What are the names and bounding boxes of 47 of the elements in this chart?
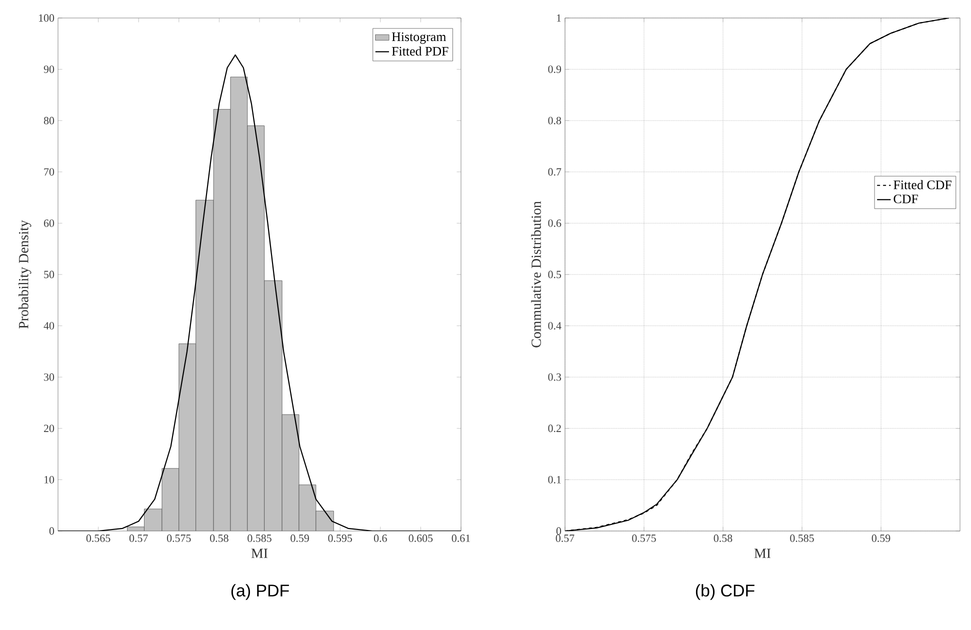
y-tick-label: 20 <box>44 424 54 432</box>
y-tick-label: 10 <box>44 476 54 484</box>
y-tick-label: 60 <box>44 220 54 227</box>
legend-label: CDF <box>894 194 918 204</box>
x-tick-label: 0.59 <box>872 534 890 542</box>
y-tick-label: 0.5 <box>548 270 562 278</box>
x-tick-label: 0.6 <box>374 534 387 542</box>
y-tick-label: 70 <box>44 168 54 176</box>
x-tick-label: 0.58 <box>714 534 732 542</box>
y-tick-label: 0 <box>49 527 54 535</box>
y-tick-label: 0.6 <box>548 219 562 227</box>
legend-label: Fitted CDF <box>894 180 952 190</box>
x-tick-label: 0.575 <box>632 534 656 542</box>
y-tick-label: 0.3 <box>548 373 562 381</box>
y-tick-label: 0.8 <box>548 116 562 124</box>
y-tick-label: 1 <box>556 14 561 22</box>
y-tick-label: 0.1 <box>548 476 561 484</box>
x-tick-label: 0.585 <box>248 534 272 542</box>
text: (b) CDF <box>696 584 754 600</box>
y-tick-label: 0 <box>556 527 562 535</box>
x-tick-label: 0.595 <box>328 534 352 542</box>
x-axis-title: MI <box>754 548 771 558</box>
y-tick-label: 80 <box>44 116 54 124</box>
x-tick-label: 0.565 <box>86 534 110 542</box>
y-axis-title: Commulative Distribution <box>531 201 541 348</box>
x-tick-label: 0.59 <box>290 534 309 542</box>
y-tick-label: 0.4 <box>548 322 562 330</box>
text: (a) PDF <box>231 584 289 600</box>
y-tick-label: 100 <box>39 14 54 22</box>
y-tick-label: 0.9 <box>548 66 562 74</box>
legend-label: Histogram <box>392 32 446 44</box>
x-tick-label: 0.58 <box>210 534 228 542</box>
x-tick-label: 0.585 <box>790 534 814 542</box>
y-axis-title: Probability Density <box>18 220 32 329</box>
y-tick-label: 0.2 <box>548 424 561 432</box>
legend-label: Fitted PDF <box>392 46 448 56</box>
x-tick-label: 0.61 <box>452 534 470 542</box>
x-axis-title: MI <box>251 548 268 558</box>
y-tick-label: 90 <box>44 66 54 73</box>
y-tick-label: 50 <box>44 270 54 278</box>
y-tick-label: 40 <box>44 322 54 330</box>
x-tick-label: 0.57 <box>129 534 148 542</box>
x-tick-label: 0.605 <box>408 534 433 542</box>
y-tick-label: 0.7 <box>548 168 562 176</box>
y-tick-label: 30 <box>44 373 54 381</box>
x-tick-label: 0.57 <box>556 534 574 542</box>
x-tick-label: 0.575 <box>166 534 191 542</box>
